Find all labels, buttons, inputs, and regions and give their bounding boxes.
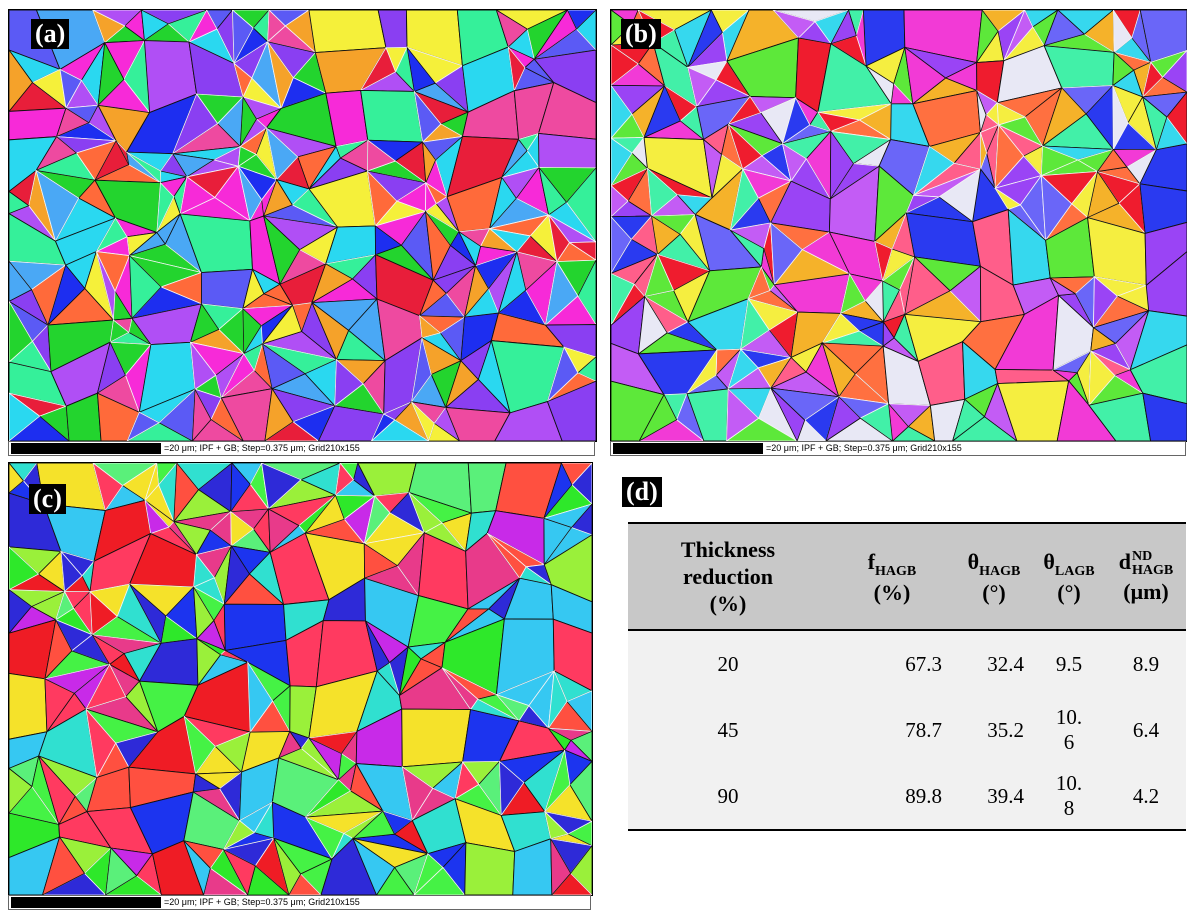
panel-label-c: (c) (29, 484, 66, 514)
ipf-map-b (611, 10, 1187, 441)
cell-f-hagb: 78.7 (828, 697, 956, 763)
scale-bar-text: =20 μm; IPF + GB; Step=0.375 μm; Grid210… (164, 897, 360, 907)
cell-theta-lagb: 9.5 (1032, 630, 1106, 697)
cell-d-hagb: 8.9 (1106, 630, 1186, 697)
cell-d-hagb: 6.4 (1106, 697, 1186, 763)
cell-theta-lagb: 10. 6 (1032, 697, 1106, 763)
scale-bar-line (613, 443, 763, 454)
ebsd-map-a: (a) (8, 9, 597, 442)
header-thickness-reduction: Thickness reduction (%) (628, 523, 828, 630)
scale-bar-a: =20 μm; IPF + GB; Step=0.375 μm; Grid210… (8, 441, 595, 456)
cell-theta-hagb: 32.4 (956, 630, 1032, 697)
cell-reduction: 45 (628, 697, 828, 763)
cell-theta-lagb: 10. 8 (1032, 763, 1106, 830)
cell-reduction: 20 (628, 630, 828, 697)
ebsd-map-b: (b) (610, 9, 1187, 442)
scale-bar-line (11, 897, 161, 908)
scale-bar-line (11, 443, 161, 454)
header-theta-lagb: θLAGB (°) (1032, 523, 1106, 630)
ipf-map-a (9, 10, 596, 441)
table-row: 45 78.7 35.2 10. 6 6.4 (628, 697, 1186, 763)
panel-label-a: (a) (31, 19, 70, 49)
scale-bar-text: =20 μm; IPF + GB; Step=0.375 μm; Grid210… (164, 443, 360, 453)
panel-label-d: (d) (622, 477, 662, 507)
header-theta-hagb: θHAGB (°) (956, 523, 1032, 630)
panel-label-b: (b) (621, 19, 661, 49)
cell-theta-hagb: 35.2 (956, 697, 1032, 763)
table-header-row: Thickness reduction (%) fHAGB (%) θHAGB … (628, 523, 1186, 630)
cell-theta-hagb: 39.4 (956, 763, 1032, 830)
cell-f-hagb: 89.8 (828, 763, 956, 830)
scale-bar-text: =20 μm; IPF + GB; Step=0.375 μm; Grid210… (766, 443, 962, 453)
header-d-hagb: d ND HAGB (μm) (1106, 523, 1186, 630)
cell-reduction: 90 (628, 763, 828, 830)
scale-bar-b: =20 μm; IPF + GB; Step=0.375 μm; Grid210… (610, 441, 1186, 456)
scale-bar-c: =20 μm; IPF + GB; Step=0.375 μm; Grid210… (8, 895, 591, 910)
cell-d-hagb: 4.2 (1106, 763, 1186, 830)
table-row: 90 89.8 39.4 10. 8 4.2 (628, 763, 1186, 830)
grain-boundary-table: Thickness reduction (%) fHAGB (%) θHAGB … (628, 522, 1186, 831)
table-row: 20 67.3 32.4 9.5 8.9 (628, 630, 1186, 697)
ipf-map-c (9, 463, 592, 895)
ebsd-map-c: (c) (8, 462, 593, 896)
cell-f-hagb: 67.3 (828, 630, 956, 697)
header-f-hagb: fHAGB (%) (828, 523, 956, 630)
